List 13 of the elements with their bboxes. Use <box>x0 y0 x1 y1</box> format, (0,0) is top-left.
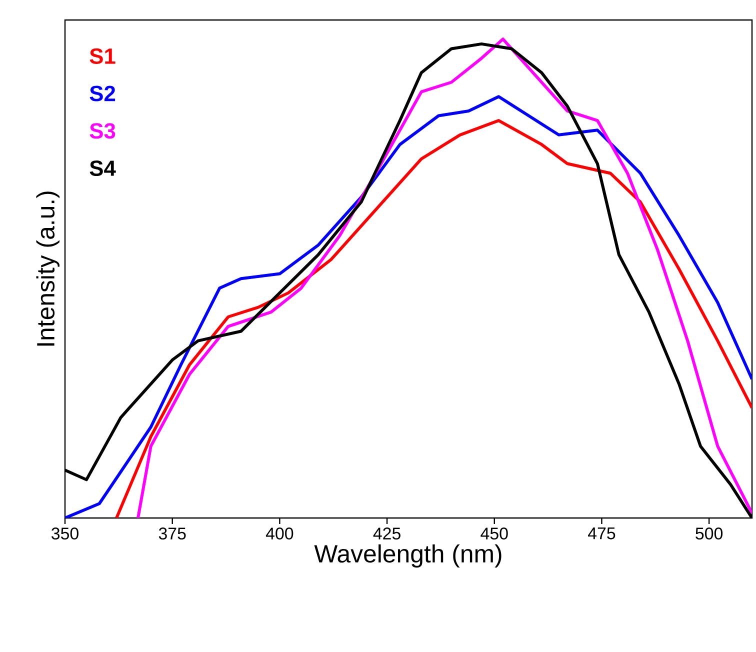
text: S3 <box>90 123 116 139</box>
x-tick-label: 450 <box>480 528 508 540</box>
x-tick-label: 500 <box>696 528 723 540</box>
text: S2 <box>90 86 116 102</box>
x-axis-title: Wavelength (nm) <box>314 544 502 568</box>
x-tick-label: 375 <box>158 528 186 540</box>
text: S1 <box>90 48 116 64</box>
x-tick-label: 425 <box>373 528 400 540</box>
text: S4 <box>90 160 116 176</box>
x-tick-label: 400 <box>266 528 294 540</box>
y-axis-title: Intensity (a.u.) <box>36 192 60 346</box>
x-tick-label: 350 <box>52 528 78 540</box>
x-tick-label: 475 <box>588 528 616 540</box>
